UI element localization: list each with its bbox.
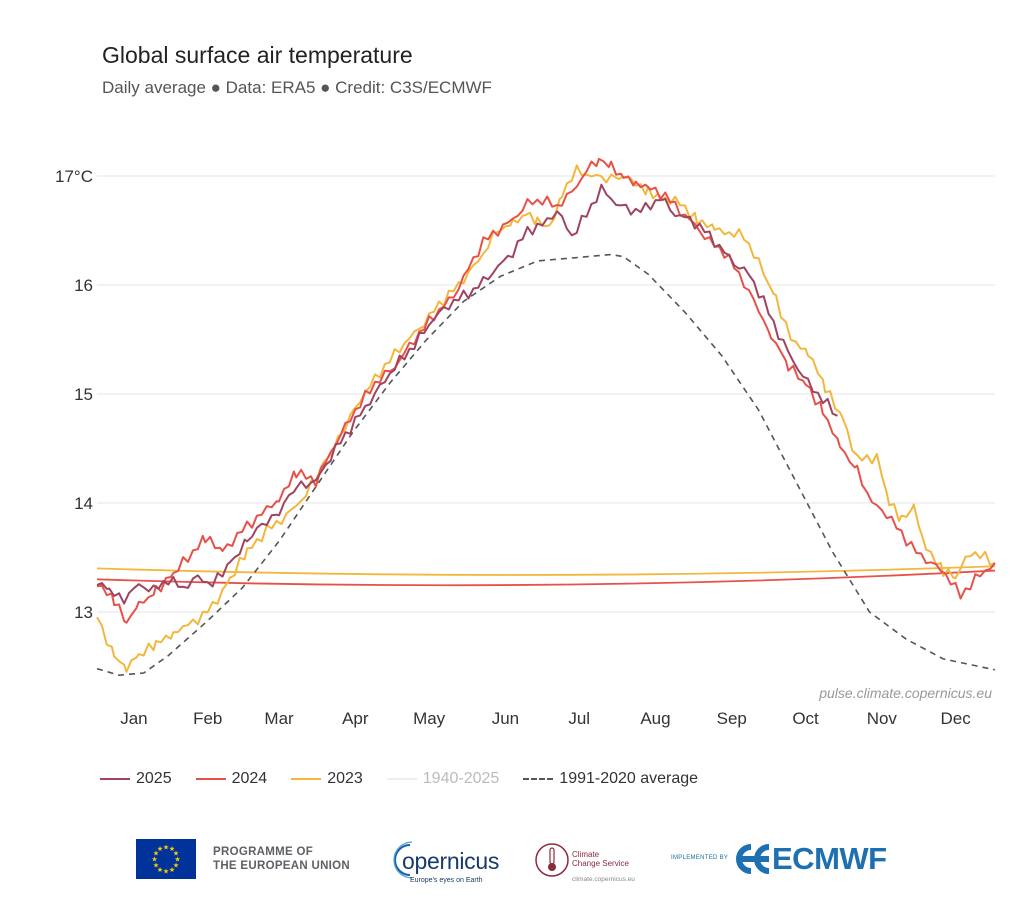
- eu-programme-text: PROGRAMME OF THE EUROPEAN UNION: [213, 845, 350, 873]
- c3s-line-1: Climate: [572, 850, 600, 859]
- series-line-2025: [96, 183, 838, 605]
- legend-label-2025: 2025: [136, 770, 172, 787]
- c3s-line-2: Change Service: [572, 859, 629, 868]
- y-tick-label: 14: [74, 494, 93, 513]
- series-line-2023: [96, 164, 996, 673]
- x-tick-label: Nov: [867, 709, 898, 728]
- series-line-1991-2020-average: [96, 253, 996, 676]
- series-line-2024: [96, 157, 996, 624]
- svg-text:★: ★: [153, 850, 159, 858]
- chart-title: Global surface air temperature: [102, 42, 413, 68]
- x-tick-label: Aug: [640, 709, 670, 728]
- svg-text:★: ★: [157, 845, 163, 853]
- thermometer-icon: [535, 843, 569, 877]
- svg-text:★: ★: [173, 862, 179, 870]
- legend-label-2023: 2023: [327, 770, 363, 787]
- x-tick-label: Jun: [492, 709, 519, 728]
- ecmwf-symbol-icon: [736, 844, 770, 874]
- temperature-chart: 13 14 15 16 17°C Jan Feb Mar Apr May Jun Jul Aug Sep…: [55, 157, 996, 728]
- copernicus-word: opernicus: [402, 848, 500, 874]
- x-tick-label: Mar: [264, 709, 294, 728]
- legend-swatch-average: [523, 778, 554, 780]
- c3s-url: climate.copernicus.eu: [572, 876, 635, 883]
- x-tick-label: May: [413, 709, 446, 728]
- svg-text:★: ★: [153, 862, 159, 870]
- x-tick-label: Jan: [120, 709, 147, 728]
- y-tick-label: 13: [74, 603, 93, 622]
- legend-swatch-2024: [195, 778, 226, 780]
- eu-flag-icon: ★ ★ ★ ★ ★ ★ ★ ★ ★ ★ ★ ★: [136, 839, 196, 879]
- svg-text:★: ★: [173, 850, 179, 858]
- c3s-logo[interactable]: Climate Change Service climate.copernicu…: [534, 836, 644, 886]
- legend-item-average[interactable]: 1991-2020 average: [523, 770, 698, 788]
- y-tick-label: 17°C: [55, 167, 93, 186]
- copernicus-tagline: Europe's eyes on Earth: [410, 877, 483, 884]
- svg-text:★: ★: [151, 856, 157, 864]
- eu-line-1: PROGRAMME OF: [213, 846, 314, 858]
- footer-logos: ★ ★ ★ ★ ★ ★ ★ ★ ★ ★ ★ ★ PROGRAMME OF THE EUROPEA…: [0, 828, 1030, 888]
- legend-item-1940-2025[interactable]: 1940-2025: [386, 770, 500, 788]
- c3s-name: Climate Change Service: [572, 850, 629, 868]
- svg-text:★: ★: [174, 856, 180, 864]
- legend-swatch-2023: [291, 778, 322, 780]
- x-tick-label: Oct: [792, 709, 819, 728]
- ecmwf-logo[interactable]: ECMWF: [733, 841, 903, 877]
- y-tick-label: 15: [74, 385, 93, 404]
- ecmwf-word: ECMWF: [772, 841, 887, 876]
- copernicus-logo[interactable]: opernicus Europe's eyes on Earth: [388, 836, 508, 886]
- legend-swatch-2025: [100, 778, 130, 780]
- x-tick-label: Dec: [941, 709, 972, 728]
- watermark: pulse.climate.copernicus.eu: [818, 685, 992, 701]
- legend-item-2023[interactable]: 2023: [291, 770, 363, 788]
- legend-item-2025[interactable]: 2025: [100, 770, 172, 788]
- chart-subtitle: Daily average ● Data: ERA5 ● Credit: C3S…: [102, 78, 492, 97]
- legend-swatch-1940-2025: [386, 778, 417, 780]
- y-tick-label: 16: [74, 276, 93, 295]
- x-tick-label: Feb: [193, 709, 222, 728]
- implemented-by-label: IMPLEMENTED BY: [671, 855, 729, 861]
- svg-text:★: ★: [169, 866, 175, 874]
- legend-item-2024[interactable]: 2024: [195, 770, 268, 788]
- legend-label-2024: 2024: [231, 770, 268, 787]
- eu-line-2: THE EUROPEAN UNION: [213, 860, 351, 872]
- svg-text:★: ★: [169, 845, 175, 853]
- copernicus-c-icon: [393, 841, 413, 879]
- svg-text:★: ★: [163, 868, 169, 876]
- legend-label-1940-2025: 1940-2025: [422, 770, 500, 787]
- flat-line-2023: [96, 565, 996, 576]
- x-tick-label: Sep: [717, 709, 747, 728]
- chart-legend: 2025 2024 2023 1940-2025 1991-2020 avera…: [100, 770, 722, 788]
- svg-text:★: ★: [157, 866, 163, 874]
- x-tick-label: Jul: [568, 709, 590, 728]
- legend-label-average: 1991-2020 average: [559, 770, 699, 787]
- x-tick-label: Apr: [342, 709, 369, 728]
- svg-text:★: ★: [163, 844, 169, 852]
